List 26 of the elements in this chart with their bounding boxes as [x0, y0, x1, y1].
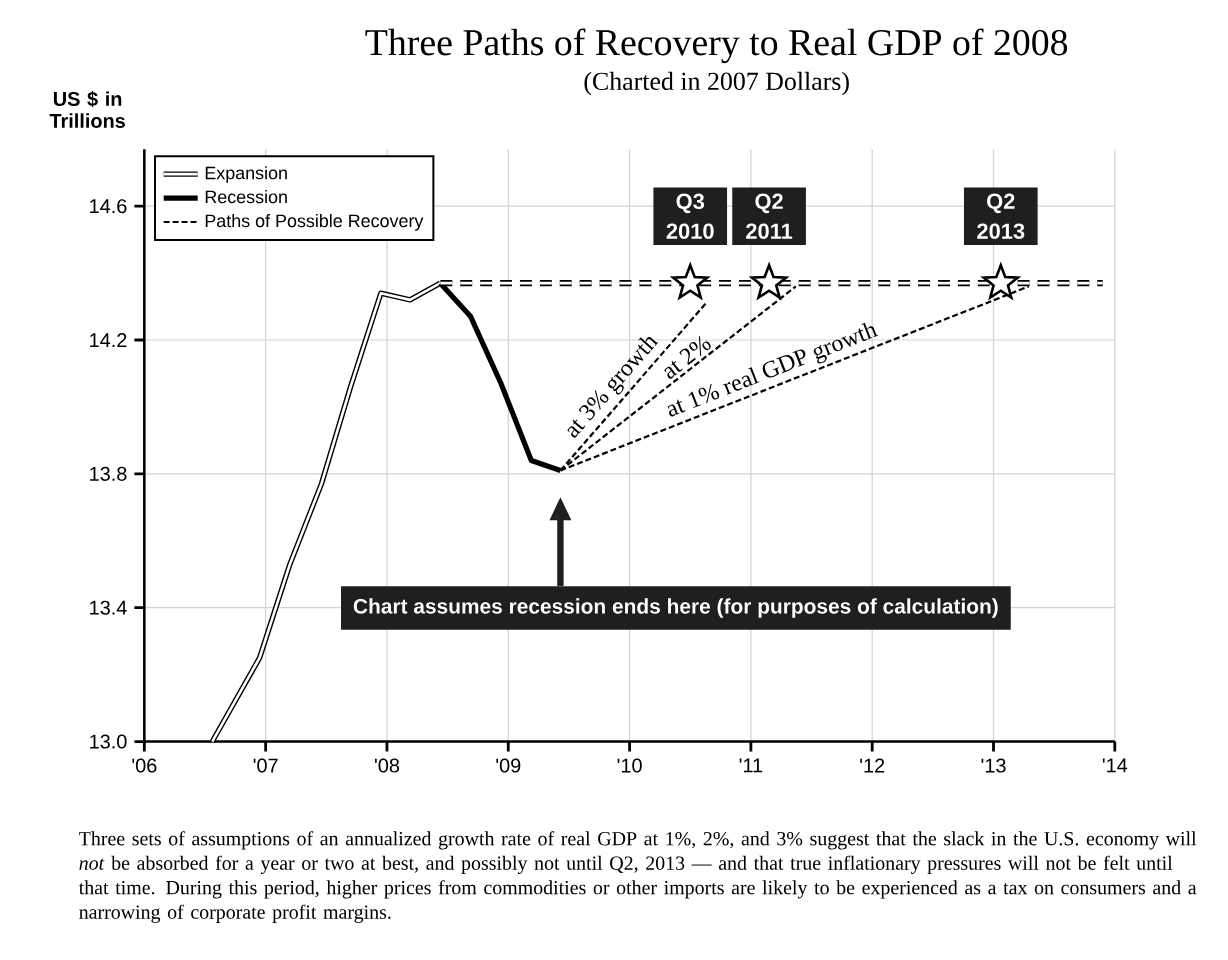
y-axis-title: US $ in Trillions	[49, 91, 125, 129]
x-tick-label: '11	[739, 758, 763, 773]
x-tick-label: '12	[860, 758, 885, 773]
chart-title: Three Paths of Recovery to Real GDP of 2008	[365, 28, 1068, 64]
legend-label: Recession	[205, 190, 287, 204]
chart-subtitle: (Charted in 2007 Dollars)	[584, 72, 849, 96]
annotation: Q3 2010	[666, 193, 714, 240]
legend-label: Expansion	[205, 166, 287, 184]
annotation: Q2 2011	[746, 193, 793, 240]
x-tick-label: '08	[374, 758, 400, 773]
y-tick-label: 13.0	[90, 734, 127, 749]
x-tick-label: '06	[132, 758, 157, 773]
annotation: Chart assumes recession ends here (for purposes of calculation)	[353, 598, 998, 619]
y-tick-label: 14.6	[90, 199, 127, 214]
x-tick-label: '10	[617, 758, 642, 773]
legend-label: Paths of Possible Recovery	[205, 214, 424, 231]
text: Three sets of assumptions of an annualized growth rate of real GDP at 1%, 2%, and 3% suggest that the slack in the U.S. economy will not be absorbed for a year or two at best, and possibly not until Q2, 2013 — and that true inflationary pressures will not be felt until that time. During this period, higher prices from commodities or other imports are likely to be experienced as a tax on consumers and a narrowing of corporate profit margins.	[78, 831, 1197, 924]
x-tick-label: '14	[1102, 758, 1128, 773]
y-tick-label: 13.8	[90, 467, 127, 482]
annotation: at 2%	[664, 336, 711, 379]
y-tick-label: 13.4	[90, 600, 127, 615]
y-tick-label: 14.2	[90, 333, 127, 348]
x-tick-label: '13	[981, 758, 1006, 773]
x-tick-label: '07	[253, 758, 278, 773]
x-tick-label: '09	[496, 758, 521, 773]
annotation: Q2 2013	[977, 193, 1025, 240]
